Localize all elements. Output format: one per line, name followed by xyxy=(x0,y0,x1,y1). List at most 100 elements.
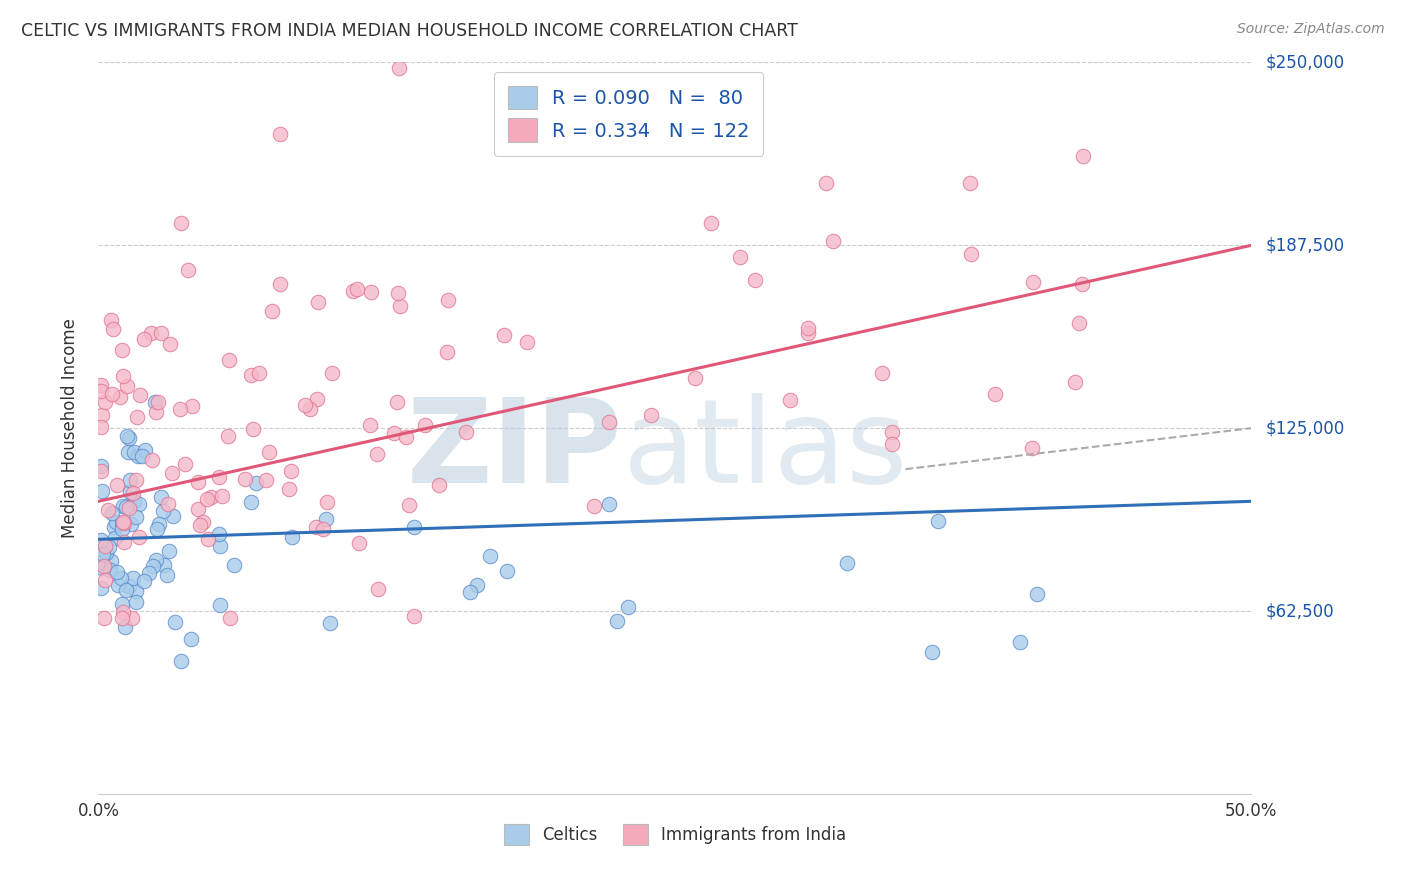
Point xyxy=(208,470,231,484)
Point xyxy=(388,62,411,76)
Point xyxy=(165,615,187,630)
Point xyxy=(120,516,142,531)
Text: $62,500: $62,500 xyxy=(1265,602,1334,620)
Point xyxy=(115,582,138,597)
Point xyxy=(94,539,117,553)
Point xyxy=(149,326,172,341)
Point xyxy=(1008,635,1031,649)
Point xyxy=(115,378,138,392)
Point xyxy=(94,395,117,409)
Point xyxy=(269,277,291,292)
Point xyxy=(188,517,211,532)
Point xyxy=(200,490,222,504)
Point xyxy=(984,386,1007,401)
Point xyxy=(307,294,329,309)
Text: Source: ZipAtlas.com: Source: ZipAtlas.com xyxy=(1237,22,1385,37)
Point xyxy=(100,506,122,520)
Point xyxy=(404,520,426,534)
Point xyxy=(224,558,246,572)
Point xyxy=(465,577,488,591)
Point xyxy=(180,632,202,646)
Point xyxy=(96,503,118,517)
Point xyxy=(108,390,131,404)
Point xyxy=(94,546,117,560)
Point xyxy=(107,578,129,592)
Point xyxy=(131,449,153,463)
Point xyxy=(617,599,640,614)
Point xyxy=(349,536,371,550)
Point xyxy=(162,508,184,523)
Point xyxy=(159,337,181,351)
Text: CELTIC VS IMMIGRANTS FROM INDIA MEDIAN HOUSEHOLD INCOME CORRELATION CHART: CELTIC VS IMMIGRANTS FROM INDIA MEDIAN H… xyxy=(21,22,799,40)
Point xyxy=(104,532,127,546)
Point xyxy=(177,263,200,277)
Point xyxy=(117,445,139,459)
Point xyxy=(111,597,134,611)
Point xyxy=(319,615,342,630)
Point xyxy=(142,558,165,573)
Point xyxy=(187,502,209,516)
Point xyxy=(281,530,304,544)
Point xyxy=(145,552,167,566)
Point xyxy=(454,425,477,439)
Point xyxy=(160,466,183,480)
Point xyxy=(148,516,170,531)
Point xyxy=(90,409,112,423)
Point xyxy=(342,285,364,299)
Point xyxy=(494,328,516,343)
Point xyxy=(921,645,943,659)
Point xyxy=(728,250,751,264)
Point xyxy=(1022,275,1045,289)
Point xyxy=(93,573,115,587)
Point xyxy=(104,515,127,529)
Y-axis label: Median Household Income: Median Household Income xyxy=(60,318,79,538)
Point xyxy=(110,571,132,585)
Point xyxy=(582,500,605,514)
Point xyxy=(219,611,242,625)
Point xyxy=(114,500,136,515)
Point xyxy=(254,473,277,487)
Point xyxy=(321,366,343,380)
Point xyxy=(145,405,167,419)
Point xyxy=(191,516,214,530)
Point xyxy=(134,442,156,457)
Point xyxy=(880,437,903,451)
Point xyxy=(118,579,141,593)
Point xyxy=(197,532,219,546)
Point xyxy=(143,395,166,409)
Point xyxy=(90,484,112,499)
Point xyxy=(1064,375,1087,389)
Legend: Celtics, Immigrants from India: Celtics, Immigrants from India xyxy=(498,818,852,851)
Point xyxy=(91,555,114,569)
Point xyxy=(779,392,801,407)
Point xyxy=(152,504,174,518)
Point xyxy=(458,585,481,599)
Point xyxy=(169,402,191,417)
Point xyxy=(91,547,114,561)
Point xyxy=(217,429,239,443)
Point xyxy=(145,522,167,536)
Point xyxy=(1067,316,1090,330)
Point xyxy=(112,534,135,549)
Point xyxy=(239,495,262,509)
Point xyxy=(260,304,283,318)
Point xyxy=(129,388,152,402)
Point xyxy=(382,426,405,441)
Point xyxy=(598,415,620,429)
Point xyxy=(927,515,949,529)
Point xyxy=(959,176,981,190)
Point xyxy=(112,515,135,529)
Point xyxy=(395,430,418,444)
Point xyxy=(311,522,333,536)
Point xyxy=(245,475,267,490)
Point xyxy=(242,422,264,436)
Point xyxy=(157,543,180,558)
Point xyxy=(100,313,122,327)
Point xyxy=(132,574,155,588)
Point xyxy=(90,384,112,398)
Point xyxy=(120,485,142,500)
Point xyxy=(209,598,232,612)
Point xyxy=(1026,586,1049,600)
Point xyxy=(315,494,337,508)
Point xyxy=(90,582,112,596)
